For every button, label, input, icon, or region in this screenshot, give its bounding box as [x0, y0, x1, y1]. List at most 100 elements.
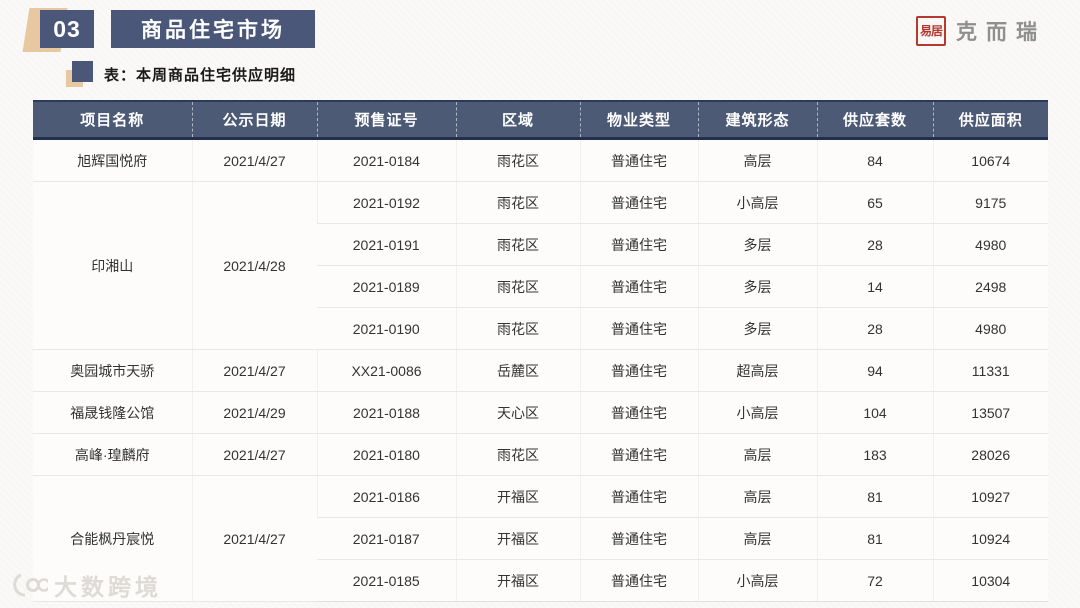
watermark: 大数跨境: [12, 568, 162, 602]
table-cell: 普通住宅: [579, 475, 698, 518]
table-row: 旭辉国悦府 2021/4/27 2021-0184 雨花区 普通住宅 高层 84 10674: [33, 138, 1048, 182]
table-cell: 2021-0184: [316, 138, 456, 182]
table-cell: 合能枫丹宸悦: [33, 475, 192, 602]
column-header: 建筑形态: [697, 100, 817, 140]
table-cell: 普通住宅: [579, 559, 698, 602]
table-cell: 2021/4/27: [191, 138, 317, 182]
table-cell: 2021-0191: [317, 223, 456, 266]
table-cell: 84: [816, 138, 933, 182]
logo-brand-text: 克而瑞: [956, 21, 1046, 44]
square-bullet-icon: [66, 61, 94, 87]
table-cell: 雨花区: [455, 223, 580, 266]
table-cell: 2021/4/29: [191, 391, 317, 434]
cric-logo: 易居 克而瑞: [916, 16, 1046, 46]
table-cell: 2021-0188: [316, 391, 456, 434]
table-header: 项目名称 公示日期 预售证号 区域 物业类型 建筑形态 供应套数 供应面积: [33, 100, 1048, 140]
table-cell: 小高层: [697, 391, 817, 434]
table-cell: 开福区: [455, 475, 580, 518]
table-cell: 10924: [932, 517, 1048, 560]
table-cell: 高层: [697, 433, 817, 476]
page-title: 商品住宅市场: [111, 10, 315, 48]
table-cell: 开福区: [455, 517, 580, 560]
table-cell: 81: [816, 475, 933, 518]
table-cell: 雨花区: [455, 265, 580, 308]
column-header: 项目名称: [33, 100, 192, 140]
table-cell: 65: [816, 181, 933, 224]
table-cell: 2021-0185: [317, 559, 456, 602]
table-cell: 普通住宅: [579, 138, 698, 182]
table-cell: 超高层: [697, 349, 817, 392]
watermark-logo-icon: [12, 572, 48, 598]
table-cell: 10674: [932, 138, 1048, 182]
column-header: 物业类型: [579, 100, 698, 140]
table-cell: 10927: [932, 475, 1048, 518]
table-cell: 2021-0190: [317, 307, 456, 350]
table-cell: 13507: [932, 391, 1048, 434]
table-cell: 小高层: [697, 559, 817, 602]
table-cell: 雨花区: [455, 307, 580, 350]
table-cell: 2021/4/27: [191, 349, 317, 392]
table-cell: 雨花区: [455, 433, 580, 476]
table-cell: 2021/4/27: [191, 475, 317, 602]
table-cell: 普通住宅: [579, 223, 698, 266]
table-row: 合能枫丹宸悦 2021/4/27 2021-0186 开福区 普通住宅 高层 81 10927: [33, 475, 1048, 602]
table-cell: 普通住宅: [579, 181, 698, 224]
watermark-text: 大数跨境: [54, 574, 162, 600]
table-cell: 94: [816, 349, 933, 392]
housing-supply-table: 项目名称 公示日期 预售证号 区域 物业类型 建筑形态 供应套数 供应面积 旭辉国悦府 2021…: [33, 100, 1048, 602]
table-cell: 小高层: [697, 181, 817, 224]
table-cell: 72: [816, 559, 933, 602]
table-cell: 普通住宅: [579, 265, 698, 308]
table-cell: 高峰·瑝麟府: [33, 433, 192, 476]
column-header: 区域: [455, 100, 580, 140]
table-cell: 雨花区: [455, 138, 580, 182]
section-number-badge: 03: [40, 10, 94, 48]
table-cell: 4980: [932, 223, 1048, 266]
table-row: 福晟钱隆公馆 2021/4/29 2021-0188 天心区 普通住宅 小高层 104 135…: [33, 391, 1048, 434]
table-cell: 10304: [932, 559, 1048, 602]
table-row: 奥园城市天骄 2021/4/27 XX21-0086 岳麓区 普通住宅 超高层 94 1133…: [33, 349, 1048, 392]
table-cell: 183: [816, 433, 933, 476]
red-seal-icon: 易居: [916, 16, 946, 46]
column-header: 预售证号: [316, 100, 456, 140]
table-cell: 28026: [932, 433, 1048, 476]
table-cell: 多层: [697, 223, 817, 266]
table-cell: 多层: [697, 307, 817, 350]
table-cell: 旭辉国悦府: [33, 138, 192, 182]
table-cell: 高层: [697, 475, 817, 518]
table-cell: 雨花区: [455, 181, 580, 224]
table-cell: 高层: [697, 138, 817, 182]
table-cell: 普通住宅: [579, 391, 698, 434]
table-row: 2021-0189 雨花区 普通住宅 多层 14 2498: [33, 265, 1048, 308]
table-cell: 多层: [697, 265, 817, 308]
table-cell: 普通住宅: [579, 349, 698, 392]
table-cell: 14: [816, 265, 933, 308]
table-cell: 印湘山: [33, 181, 192, 350]
table-cell: 9175: [932, 181, 1048, 224]
table-caption: 表：本周商品住宅供应明细: [104, 66, 297, 84]
table-row: 2021-0187 开福区 普通住宅 高层 81 10924: [33, 517, 1048, 560]
table-cell: 开福区: [455, 559, 580, 602]
table-cell: 高层: [697, 517, 817, 560]
table-cell: 28: [816, 223, 933, 266]
table-cell: 普通住宅: [579, 517, 698, 560]
table-cell: 11331: [932, 349, 1048, 392]
table-cell: 4980: [932, 307, 1048, 350]
table-cell: 岳麓区: [455, 349, 580, 392]
table-cell: 2021-0189: [317, 265, 456, 308]
table-cell: 奥园城市天骄: [33, 349, 192, 392]
table-cell: 普通住宅: [579, 433, 698, 476]
table-row: 2021-0190 雨花区 普通住宅 多层 28 4980: [33, 307, 1048, 350]
table-cell: 28: [816, 307, 933, 350]
table-cell: 2021-0192: [316, 181, 456, 224]
table-cell: 2498: [932, 265, 1048, 308]
table-caption-row: 表：本周商品住宅供应明细: [66, 61, 296, 87]
table-cell: 2021-0187: [317, 517, 456, 560]
column-header: 供应面积: [932, 100, 1048, 140]
table-cell: 天心区: [455, 391, 580, 434]
table-row: 2021-0185 开福区 普通住宅 小高层 72 10304: [33, 559, 1048, 602]
table-cell: 104: [816, 391, 933, 434]
column-header: 供应套数: [816, 100, 933, 140]
table-cell: XX21-0086: [316, 349, 456, 392]
table-cell: 普通住宅: [579, 307, 698, 350]
